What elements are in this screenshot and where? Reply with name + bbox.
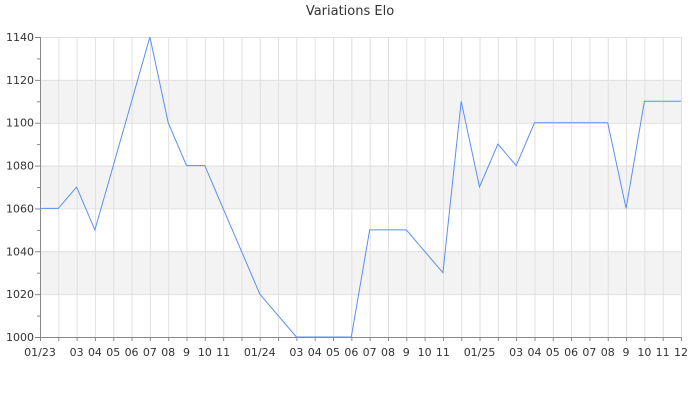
grid-band	[40, 79, 681, 123]
x-tick-label: 07	[582, 346, 596, 359]
y-tick-label: 1020	[6, 288, 34, 301]
x-tick-label: 06	[125, 346, 139, 359]
x-tick-label: 10	[198, 346, 212, 359]
x-tick-label: 04	[88, 346, 102, 359]
x-tick-label: 01/25	[464, 346, 496, 359]
x-tick-label: 04	[308, 346, 322, 359]
x-tick-label: 9	[403, 346, 410, 359]
x-tick-label: 08	[161, 346, 175, 359]
x-tick-label: 01/23	[24, 346, 56, 359]
y-tick-label: 1040	[6, 245, 34, 258]
x-tick-label: 06	[564, 346, 578, 359]
x-tick-label: 05	[326, 346, 340, 359]
elo-line	[40, 36, 681, 338]
x-tick-label: 03	[509, 346, 523, 359]
y-tick-label: 1060	[6, 202, 34, 215]
x-tick-label: 05	[546, 346, 560, 359]
y-tick-label: 1120	[6, 74, 34, 87]
x-tick-label: 03	[289, 346, 303, 359]
x-tick-label: 9	[623, 346, 630, 359]
x-tick-label: 08	[381, 346, 395, 359]
x-tick-label: 10	[418, 346, 432, 359]
y-tick-label: 1100	[6, 117, 34, 130]
x-tick-label: 07	[143, 346, 157, 359]
x-tick-label: 06	[344, 346, 358, 359]
x-tick-label: 11	[216, 346, 230, 359]
x-tick-label: 11	[656, 346, 670, 359]
x-tick-label: 04	[527, 346, 541, 359]
x-tick-label: 05	[106, 346, 120, 359]
x-tick-label: 12	[674, 346, 688, 359]
x-tick-label: 03	[70, 346, 84, 359]
x-tick-label: 9	[183, 346, 190, 359]
grid-band	[40, 165, 681, 209]
x-tick-label: 01/24	[244, 346, 276, 359]
chart-title: Variations Elo	[305, 4, 395, 19]
x-tick-label: 08	[601, 346, 615, 359]
x-tick-label: 07	[363, 346, 377, 359]
grid-band	[40, 251, 681, 295]
y-tick-label: 1140	[6, 31, 34, 44]
y-tick-label: 1080	[6, 160, 34, 173]
y-tick-label: 1000	[6, 331, 34, 344]
x-tick-label: 11	[436, 346, 450, 359]
x-tick-label: 10	[637, 346, 651, 359]
